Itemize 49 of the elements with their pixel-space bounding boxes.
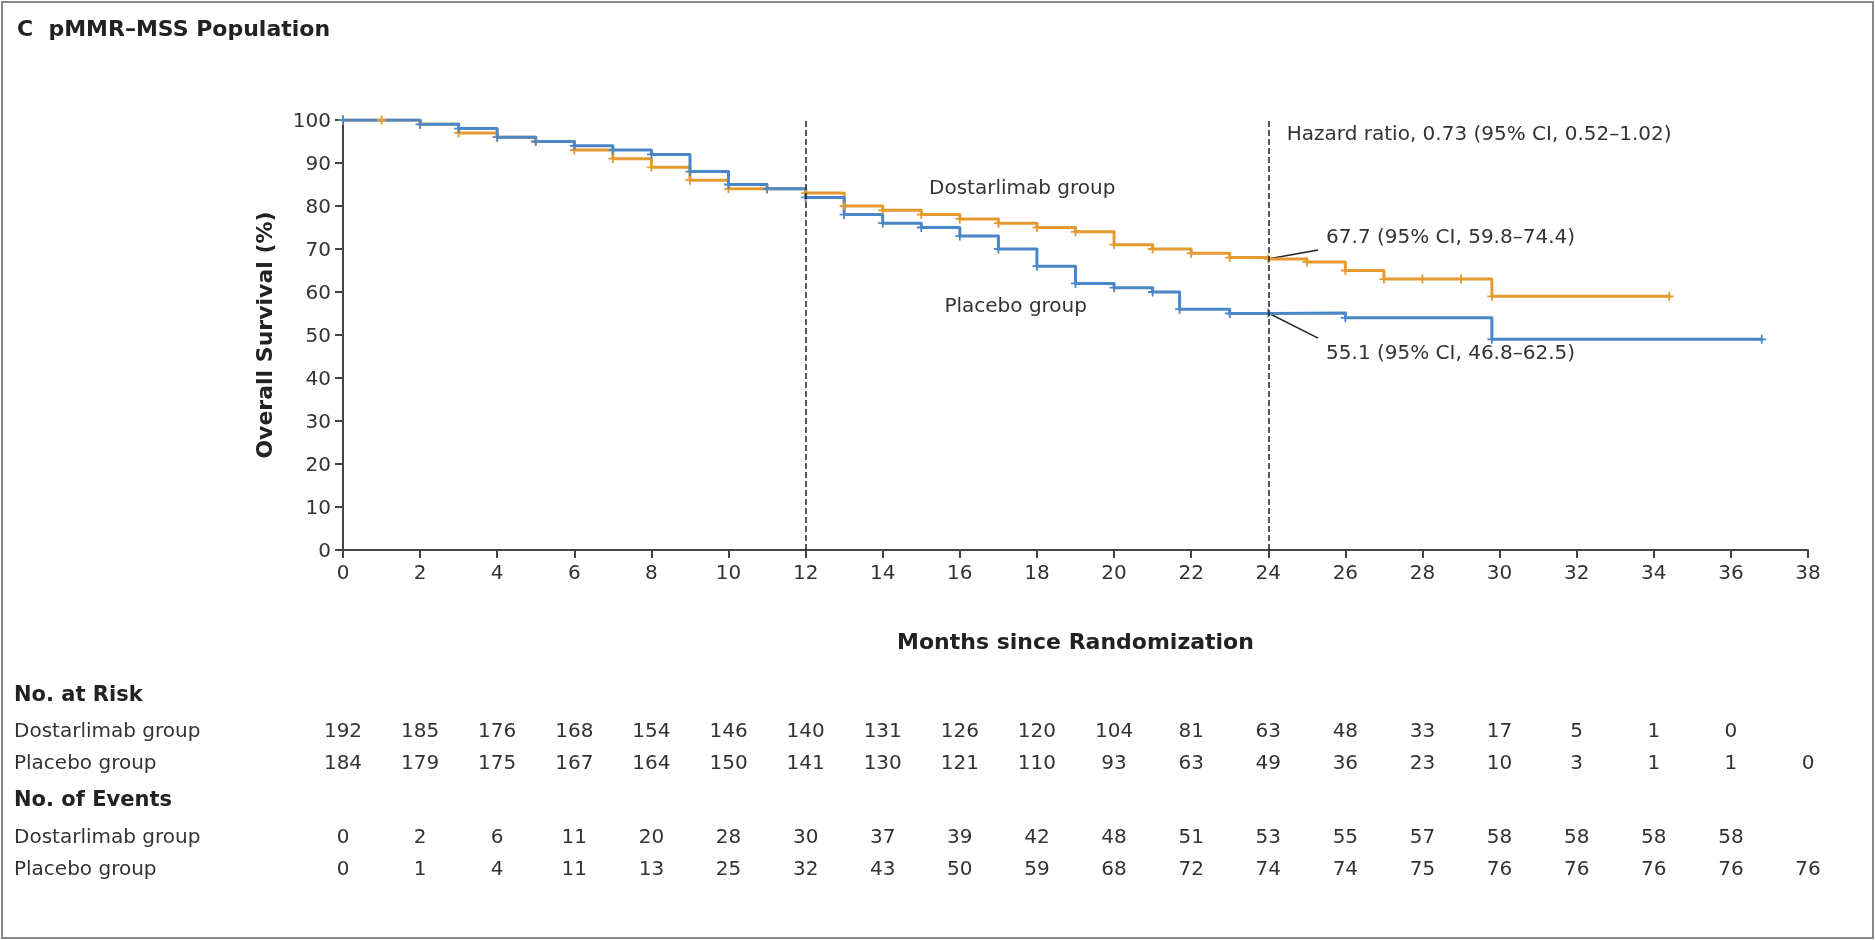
x-tick-label: 38: [1795, 560, 1821, 584]
x-tick-label: 6: [567, 560, 581, 584]
x-tick-label: 22: [1178, 560, 1204, 584]
x-tick-label: 30: [1486, 560, 1513, 584]
text: 0 2 6 11 20 28 30 37 39 42 48 51 53 55 57 58 58 58 58: [336, 824, 1744, 848]
annotation: 67.7 (95% CI, 59.8–74.4): [1326, 224, 1576, 249]
y-tick-label: 30: [305, 409, 331, 433]
x-tick-label: 14: [870, 560, 896, 584]
x-tick-label: 34: [1641, 560, 1667, 584]
chart-title: C pMMR–MSS Population: [17, 15, 331, 41]
x-tick-label: 16: [947, 560, 973, 584]
x-tick-label: 0: [336, 560, 350, 584]
x-tick-label: 4: [490, 560, 504, 584]
text: 0 1 4 11 13 25 32 43 50 59 68 72 74 74 75 76 76 76 76 76: [336, 856, 1821, 880]
series-label: Placebo group: [944, 292, 1087, 317]
y-tick-label: 90: [305, 151, 331, 175]
annotation: 55.1 (95% CI, 46.8–62.5): [1326, 340, 1576, 365]
x-tick-label: 12: [792, 560, 819, 584]
x-tick-label: 2: [413, 560, 427, 584]
annotation: Hazard ratio, 0.73 (95% CI, 0.52–1.02): [1286, 120, 1672, 145]
y-tick-label: 100: [292, 108, 331, 132]
x-tick-label: 24: [1255, 560, 1281, 584]
x-tick-label: 10: [715, 560, 742, 584]
x-tick-label: 8: [645, 560, 658, 584]
x-tick-label: 18: [1024, 560, 1050, 584]
x-tick-label: 20: [1101, 560, 1127, 584]
text: 184 179 175 167 164 150 141 130 121 110 93 63 49 36 23 10 3 1 1 0: [323, 750, 1815, 774]
text: No. at Risk: [14, 682, 144, 706]
text: Placebo group: [14, 856, 157, 880]
y-tick-label: 80: [305, 194, 331, 218]
y-axis-title: Overall Survival (%): [251, 211, 277, 459]
y-tick-label: 40: [305, 366, 331, 390]
text: Placebo group: [14, 750, 157, 774]
series-label: Dostarlimab group: [929, 174, 1116, 199]
text: Dostarlimab group: [14, 718, 201, 742]
x-tick-label: 28: [1409, 560, 1436, 584]
text: Dostarlimab group: [14, 824, 201, 848]
text: No. of Events: [14, 787, 172, 811]
y-tick-label: 50: [305, 323, 331, 347]
x-tick-label: 36: [1718, 560, 1744, 584]
y-tick-label: 10: [305, 495, 331, 519]
y-tick-label: 0: [318, 538, 331, 562]
text: 192 185 176 168 154 146 140 131 126 120 104 81 63 48 33 17 5 1 0: [323, 718, 1738, 742]
y-tick-label: 20: [305, 452, 331, 476]
x-tick-label: 32: [1563, 560, 1590, 584]
y-tick-label: 60: [305, 280, 331, 304]
x-tick-label: 26: [1332, 560, 1359, 584]
y-tick-label: 70: [305, 237, 331, 261]
x-axis-title: Months since Randomization: [897, 628, 1254, 654]
